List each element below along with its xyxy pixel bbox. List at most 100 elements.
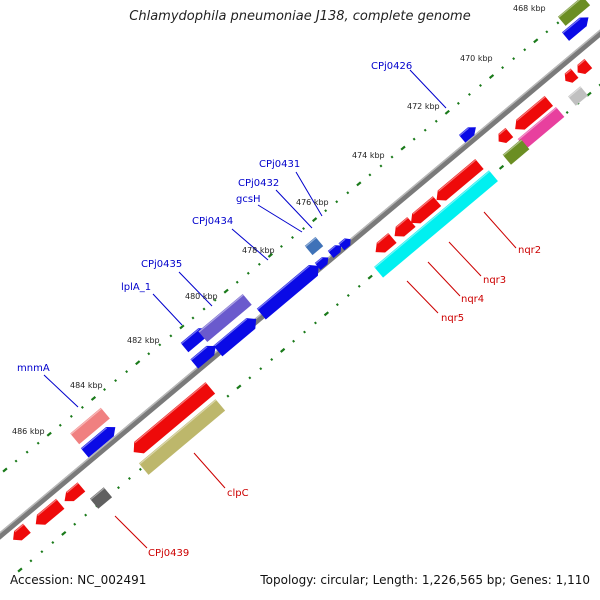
inner-tick-dot	[236, 384, 242, 390]
gene-feature[interactable]	[129, 382, 216, 458]
gene-feature[interactable]	[432, 159, 484, 205]
outer-tick-dot	[467, 92, 471, 96]
inner-tick-dot	[565, 110, 569, 114]
outer-tick-dot	[556, 21, 560, 25]
kbp-label: 478 kbp	[242, 246, 275, 255]
gene-feature[interactable]	[495, 127, 514, 146]
gene-features	[9, 0, 593, 545]
inner-tick-dot	[598, 83, 600, 87]
outer-tick-dot	[400, 145, 406, 151]
inner-tick-dot	[313, 321, 317, 325]
gene-feature[interactable]	[561, 13, 592, 41]
gene-label-nqr3[interactable]: nqr3	[483, 275, 506, 286]
inner-tick-dot	[248, 376, 252, 380]
label-leader-line	[152, 293, 183, 326]
inner-tick-dot	[498, 164, 505, 170]
gene-feature[interactable]	[256, 261, 323, 320]
label-leader-line	[178, 271, 213, 307]
gene-label-cpj0434[interactable]: CPj0434	[192, 216, 233, 227]
gene-feature[interactable]	[511, 95, 554, 134]
gene-feature[interactable]	[562, 68, 579, 86]
gene-feature[interactable]	[80, 423, 119, 458]
gene-feature[interactable]	[557, 0, 591, 26]
gene-feature[interactable]	[502, 139, 530, 165]
inner-tick-dot	[61, 530, 67, 536]
outer-tick-dot	[324, 209, 328, 213]
kbp-label: 480 kbp	[185, 292, 218, 301]
outer-tick-dot	[135, 360, 141, 366]
gene-feature[interactable]	[407, 196, 442, 228]
gene-feature[interactable]	[138, 399, 226, 475]
gene-feature[interactable]	[32, 498, 65, 530]
gene-feature[interactable]	[180, 324, 212, 353]
gene-label-cpj0432[interactable]: CPj0432	[238, 178, 279, 189]
gene-label-clpc[interactable]: clpC	[227, 488, 249, 499]
gene-feature[interactable]	[89, 487, 113, 509]
gene-feature[interactable]	[190, 341, 219, 369]
outer-tick-dot	[103, 388, 106, 392]
inner-tick-dot	[51, 541, 55, 545]
gene-feature[interactable]	[9, 523, 31, 545]
outer-tick-dot	[456, 101, 460, 105]
inner-tick-dot	[292, 339, 296, 343]
gene-label-gcsh[interactable]: gcsH	[236, 194, 261, 205]
outer-tick-dot	[14, 459, 18, 463]
gene-feature[interactable]	[517, 106, 565, 150]
outer-tick-dot	[545, 30, 549, 34]
kbp-label: 482 kbp	[127, 336, 160, 345]
inner-tick-dot	[323, 311, 330, 317]
gene-feature[interactable]	[198, 293, 252, 343]
inner-tick-dot	[367, 274, 373, 280]
gene-feature[interactable]	[338, 236, 354, 251]
outer-tick-dot	[279, 244, 283, 248]
gene-feature[interactable]	[574, 58, 593, 77]
outer-tick-dot	[501, 66, 505, 70]
inner-tick-dot	[84, 513, 88, 517]
label-leader-lines	[43, 69, 517, 549]
outer-tick-dot	[390, 155, 394, 159]
kbp-label: 484 kbp	[70, 381, 103, 390]
gene-feature[interactable]	[390, 216, 416, 241]
outer-tick-dot	[169, 334, 173, 338]
outer-tick-dot	[191, 316, 195, 320]
gene-label-cpj0435[interactable]: CPj0435	[141, 259, 182, 270]
label-leader-line	[114, 515, 148, 549]
gene-label-cpj0439[interactable]: CPj0439	[148, 548, 189, 559]
label-leader-line	[275, 189, 313, 229]
label-leader-line	[193, 452, 226, 489]
label-leader-line	[43, 374, 79, 408]
gene-feature[interactable]	[70, 407, 110, 445]
inner-tick-dot	[17, 567, 23, 573]
gene-label-nqr2[interactable]: nqr2	[518, 245, 541, 256]
outer-tick-dot	[223, 288, 229, 294]
outer-tick-dot	[36, 441, 40, 445]
gene-label-mnma[interactable]: mnmA	[17, 363, 50, 374]
outer-tick-dot	[80, 405, 84, 409]
gene-label-cpj0426[interactable]: CPj0426	[371, 61, 412, 72]
kbp-label: 470 kbp	[460, 54, 493, 63]
gene-feature[interactable]	[568, 86, 588, 106]
inner-tick-dot	[73, 522, 77, 526]
gene-feature[interactable]	[213, 314, 260, 357]
outer-tick-dot	[302, 227, 306, 231]
gene-feature[interactable]	[371, 232, 397, 257]
gene-feature[interactable]	[327, 242, 345, 258]
outer-tick-dot	[434, 119, 438, 123]
gene-label-lpla-1[interactable]: lplA_1	[121, 282, 151, 293]
outer-tick-dot	[46, 431, 52, 437]
gene-feature[interactable]	[61, 482, 86, 505]
outer-tick-dot	[69, 414, 73, 418]
gene-label-cpj0431[interactable]: CPj0431	[259, 159, 300, 170]
label-leader-line	[406, 280, 439, 314]
inner-tick-dot	[303, 330, 307, 334]
inner-tick-dot	[117, 486, 120, 490]
gene-label-nqr5[interactable]: nqr5	[441, 313, 464, 324]
gene-label-nqr4[interactable]: nqr4	[461, 294, 484, 305]
gene-feature[interactable]	[374, 170, 498, 278]
gene-feature[interactable]	[458, 123, 479, 143]
outer-tick-dot	[235, 280, 239, 284]
outer-tick-dot	[267, 252, 274, 258]
outer-tick-dot	[58, 423, 62, 427]
gene-feature[interactable]	[304, 236, 324, 256]
